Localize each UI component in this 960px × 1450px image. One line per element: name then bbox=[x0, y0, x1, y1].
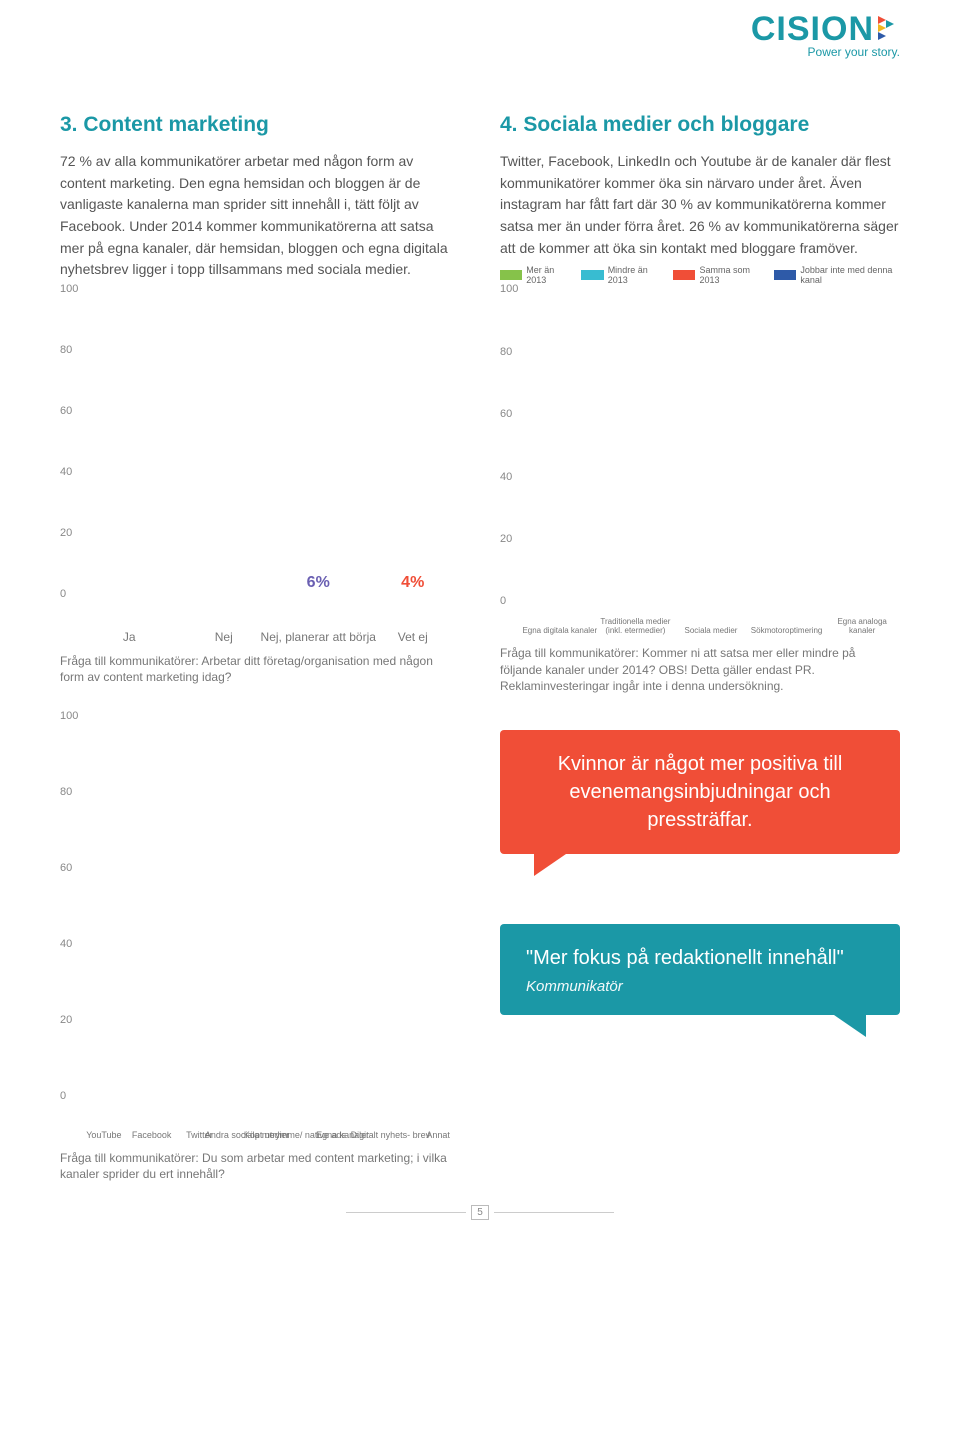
y-tick: 40 bbox=[500, 471, 512, 483]
bar-value-label: 11% bbox=[418, 1100, 457, 1116]
section-3-heading: 3. Content marketing bbox=[60, 113, 460, 137]
y-tick: 100 bbox=[60, 283, 78, 295]
two-column-layout: 3. Content marketing 72 % av alla kommun… bbox=[60, 113, 900, 1182]
legend-label: Jobbar inte med denna kanal bbox=[800, 265, 900, 285]
bubble-tail-icon bbox=[834, 1015, 866, 1037]
group-category-label: Egna digitala kanaler bbox=[522, 626, 598, 635]
y-tick: 20 bbox=[60, 1014, 72, 1026]
y-tick: 80 bbox=[60, 344, 72, 356]
y-tick: 60 bbox=[60, 862, 72, 874]
legend-swatch bbox=[500, 270, 522, 280]
section-4-heading: 4. Sociala medier och bloggare bbox=[500, 113, 900, 137]
group-category-label: Traditionella medier (inkl. etermedier) bbox=[598, 617, 674, 635]
y-tick: 20 bbox=[500, 533, 512, 545]
page-number-value: 5 bbox=[471, 1205, 489, 1220]
group-category-label: Egna analoga kanaler bbox=[824, 617, 900, 635]
bar-value-label: 24% bbox=[275, 1100, 314, 1116]
group-category-label: Sökmotoroptimering bbox=[749, 626, 825, 635]
legend-label: Samma som 2013 bbox=[699, 265, 762, 285]
bar-value-label: 68% bbox=[180, 1100, 219, 1116]
legend-label: Mindre än 2013 bbox=[608, 265, 662, 285]
y-tick: 40 bbox=[60, 938, 72, 950]
chart3-caption: Fråga till kommunikatörer: Du som arbeta… bbox=[60, 1150, 460, 1182]
legend-label: Mer än 2013 bbox=[526, 265, 569, 285]
bar-value-label: 41% bbox=[227, 1100, 266, 1116]
callout-teal: "Mer fokus på redaktionellt innehåll" Ko… bbox=[500, 924, 900, 1015]
brand-name: CISION bbox=[751, 10, 900, 49]
bar-category-label: Annat bbox=[249, 1130, 627, 1140]
y-tick: 60 bbox=[60, 405, 72, 417]
y-tick: 0 bbox=[60, 588, 66, 600]
bar-value-label: 85% bbox=[323, 1100, 362, 1116]
y-tick: 100 bbox=[500, 283, 518, 295]
page-number: 5 bbox=[60, 1202, 900, 1220]
legend-item: Mindre än 2013 bbox=[581, 265, 661, 285]
brand-logo: CISION Power your story. bbox=[751, 10, 900, 59]
column-left: 3. Content marketing 72 % av alla kommun… bbox=[60, 113, 460, 1182]
y-tick: 60 bbox=[500, 408, 512, 420]
y-tick: 0 bbox=[60, 1090, 66, 1102]
bar-value-label: 6% bbox=[285, 574, 351, 592]
section-4-paragraph: Twitter, Facebook, LinkedIn och Youtube … bbox=[500, 151, 900, 259]
bar-value-label: 81% bbox=[132, 1100, 171, 1116]
legend-swatch bbox=[774, 270, 796, 280]
bar-value-label: 59% bbox=[84, 1100, 123, 1116]
chart-channels: 10080604020059%YouTube81%Facebook68%Twit… bbox=[60, 716, 460, 1146]
callout-teal-attr: Kommunikatör bbox=[526, 978, 874, 995]
brand-text: CISION bbox=[751, 10, 874, 49]
callout-orange-text: Kvinnor är något mer positiva till evene… bbox=[558, 753, 843, 831]
legend-item: Mer än 2013 bbox=[500, 265, 569, 285]
y-tick: 80 bbox=[500, 346, 512, 358]
chart-channels-2014: 100806040200Egna digitala kanalerTraditi… bbox=[500, 289, 900, 639]
chart1-caption: Fråga till kommunikatörer: Arbetar ditt … bbox=[60, 653, 460, 685]
legend-item: Jobbar inte med denna kanal bbox=[774, 265, 900, 285]
legend-swatch bbox=[673, 270, 695, 280]
bar-value-label: 18% bbox=[191, 600, 257, 618]
section-3-paragraph: 72 % av alla kommunikatörer arbetar med … bbox=[60, 151, 460, 281]
y-tick: 0 bbox=[500, 595, 506, 607]
logo-dots-icon bbox=[878, 10, 900, 49]
y-tick: 80 bbox=[60, 786, 72, 798]
group-category-label: Sociala medier bbox=[673, 626, 749, 635]
bar-value-label: 72% bbox=[96, 600, 162, 618]
bar-value-label: 4% bbox=[380, 574, 446, 592]
chart-content-marketing: 10080604020072%Ja18%Nej6%Nej, planerar a… bbox=[60, 289, 460, 649]
bubble-tail-icon bbox=[534, 854, 566, 876]
legend-swatch bbox=[581, 270, 603, 280]
chart2-legend: Mer än 2013 Mindre än 2013 Samma som 2013 J… bbox=[500, 265, 900, 285]
bar-value-label: 60% bbox=[371, 1100, 410, 1116]
chart2-caption: Fråga till kommunikatörer: Kommer ni att… bbox=[500, 645, 900, 694]
legend-item: Samma som 2013 bbox=[673, 265, 762, 285]
y-tick: 40 bbox=[60, 466, 72, 478]
column-right: 4. Sociala medier och bloggare Twitter, … bbox=[500, 113, 900, 1182]
callout-orange: Kvinnor är något mer positiva till evene… bbox=[500, 730, 900, 854]
y-tick: 100 bbox=[60, 710, 78, 722]
callout-teal-quote: "Mer fokus på redaktionellt innehåll" bbox=[526, 944, 874, 972]
y-tick: 20 bbox=[60, 527, 72, 539]
